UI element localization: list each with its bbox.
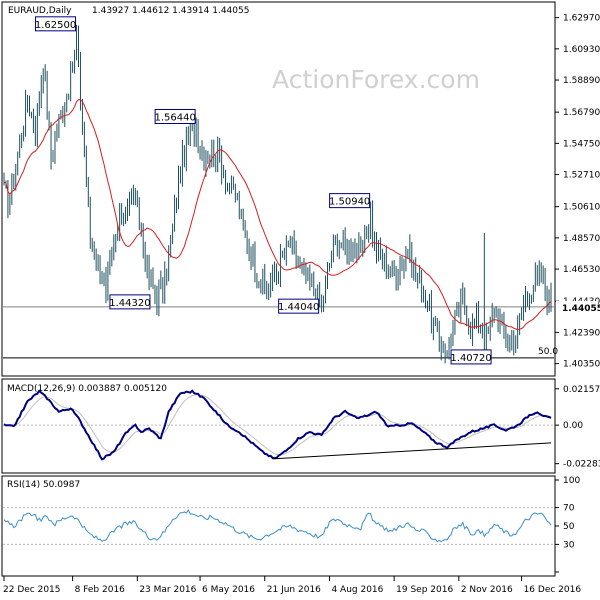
- callout-label-3: 1.44040: [278, 302, 319, 313]
- macd-tick-label-1: 0.00: [563, 421, 583, 431]
- callout-box-0: [35, 16, 77, 32]
- x-tick-label-6: 19 Sep 2016: [396, 585, 453, 595]
- callout-box-5: [450, 349, 492, 365]
- price-tick-label-2: 1.58890: [563, 76, 600, 86]
- macd-line: [3, 389, 552, 461]
- rsi-line: [3, 509, 552, 543]
- price-tick-label-11: 1.40350: [563, 360, 600, 370]
- rsi-tick-label-2: 50: [563, 522, 575, 532]
- price-tick-label-6: 1.50610: [563, 203, 600, 213]
- callout-label-4: 1.50940: [329, 197, 370, 208]
- macd-trendline: [272, 442, 552, 460]
- x-tick-label-7: 2 Nov 2016: [461, 585, 513, 595]
- price-layer: 50.0 1.62500 1.44320 1.56440 1.44040 1.50940 1…: [3, 16, 558, 365]
- price-tick-label-3: 1.56790: [563, 108, 600, 118]
- callout-label-0: 1.62500: [35, 20, 76, 31]
- callout-label-2: 1.56440: [154, 113, 195, 124]
- price-tick-label-0: 1.62970: [563, 14, 600, 24]
- x-tick-label-4: 21 Jun 2016: [267, 585, 321, 595]
- moving-average-line: [3, 99, 552, 331]
- callout-box-3: [278, 298, 320, 314]
- rsi-tick-label-1: 70: [563, 504, 575, 514]
- price-tick-label-5: 1.52710: [563, 171, 600, 181]
- price-tick-label-7: 1.48570: [563, 234, 600, 244]
- rsi-tick-label-3: 30: [563, 540, 575, 550]
- price-tick-label-4: 1.54750: [563, 139, 600, 149]
- price-tick-label-1: 1.60930: [563, 45, 600, 55]
- x-tick-label-3: 6 May 2016: [202, 585, 255, 595]
- macd-panel-frame: [1, 378, 556, 474]
- x-tick-label-0: 22 Dec 2015: [3, 585, 61, 595]
- rsi-panel-frame: [1, 475, 556, 577]
- macd-tick-label-0: 0.021577: [563, 385, 600, 395]
- rsi-layer: [3, 507, 554, 545]
- macd-layer: [3, 389, 554, 461]
- macd-tick-label-2: -0.022833: [563, 460, 600, 470]
- x-tick-label-8: 16 Dec 2016: [524, 585, 582, 595]
- callout-box-1: [109, 294, 151, 310]
- watermark-text: ActionForex.com: [272, 65, 480, 94]
- last-price-label: 1.44055: [562, 304, 600, 314]
- price-panel-frame: [1, 1, 556, 377]
- axis-layer: 1.62970 1.60930 1.58890 1.56790 1.54750 1.527…: [3, 14, 600, 595]
- callout-label-5: 1.40720: [450, 353, 491, 364]
- callout-label-1: 1.44320: [109, 298, 150, 309]
- last-price-box: [556, 300, 598, 313]
- price-tick-label-10: 1.42390: [563, 328, 600, 338]
- x-tick-label-1: 8 Feb 2016: [75, 585, 126, 595]
- callout-box-2: [154, 109, 196, 125]
- x-tick-label-2: 23 Mar 2016: [139, 585, 196, 595]
- macd-signal-line: [3, 394, 552, 456]
- callout-box-4: [329, 193, 371, 209]
- rsi-tick-label-0: 100: [563, 476, 580, 486]
- price-tick-label-8: 1.46530: [563, 265, 600, 275]
- ohlc-header: 1.43927 1.44612 1.43914 1.44055: [92, 6, 249, 16]
- rsi-header: RSI(14) 50.0987: [7, 480, 80, 490]
- x-tick-label-5: 4 Aug 2016: [331, 585, 383, 595]
- macd-header: MACD(12,26,9) 0.003887 0.005120: [7, 384, 167, 394]
- symbol-header: EURAUD,Daily: [8, 6, 72, 16]
- line-label: 50.0: [538, 347, 558, 357]
